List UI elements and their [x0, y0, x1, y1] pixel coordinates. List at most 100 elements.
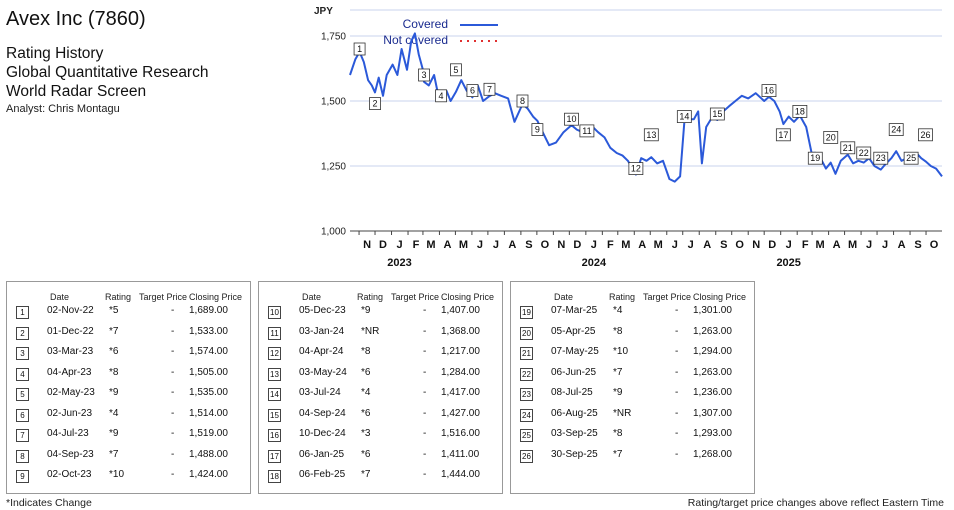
row-number: 16 [268, 429, 281, 442]
row-target-price: - [675, 366, 679, 378]
legend-covered-label: Covered [403, 17, 448, 31]
row-number: 2 [16, 326, 29, 340]
rating-change-marker-label: 15 [712, 109, 722, 119]
x-tick-label: S [914, 239, 921, 251]
row-number: 26 [520, 449, 533, 463]
x-tick-label: A [638, 239, 646, 251]
table-row: 15 04-Sep-24 *6 - 1,427.00 [259, 408, 504, 424]
x-tick-label: O [735, 239, 744, 251]
footnote-eastern-time: Rating/target price changes above reflec… [687, 497, 944, 509]
rating-change-marker-label: 12 [631, 164, 641, 174]
row-number: 5 [16, 388, 29, 401]
row-rating: *3 [361, 428, 371, 439]
row-closing-price: 1,488.00 [189, 448, 228, 460]
x-tick-label: N [752, 239, 760, 251]
row-closing-price: 1,263.00 [693, 325, 732, 337]
table-row: 26 30-Sep-25 *7 - 1,268.00 [511, 449, 756, 465]
table-row: 13 03-May-24 *6 - 1,284.00 [259, 367, 504, 383]
x-tick-label: S [720, 239, 727, 251]
table-row: 1 02-Nov-22 *5 - 1,689.00 [7, 305, 252, 321]
x-tick-label: J [672, 239, 678, 251]
table-header-close: Closing Price [693, 292, 747, 302]
table-row: 24 06-Aug-25 *NR - 1,307.00 [511, 408, 756, 424]
row-rating: *6 [361, 366, 371, 378]
row-date: 03-Mar-23 [47, 346, 94, 357]
rating-change-marker [466, 84, 479, 97]
row-number: 11 [268, 326, 281, 340]
rating-change-marker-label: 16 [764, 86, 774, 96]
x-tick-label: J [493, 239, 499, 251]
rating-change-marker [775, 128, 791, 142]
price-line-covered [349, 32, 943, 183]
table-header-date: Date [554, 292, 574, 302]
row-date: 04-Sep-24 [299, 407, 346, 419]
row-rating: *8 [109, 366, 119, 378]
row-closing-price: 1,263.00 [693, 366, 732, 378]
row-rating: *9 [613, 387, 623, 398]
x-tick-label: J [882, 239, 888, 251]
row-closing-price: 1,293.00 [693, 428, 732, 439]
row-number: 22 [520, 367, 533, 381]
row-number: 4 [16, 367, 29, 381]
row-target-price: - [171, 325, 175, 337]
row-number: 3 [16, 347, 29, 360]
row-rating: *7 [109, 325, 119, 337]
row-date: 03-May-24 [299, 366, 347, 378]
row-number: 12 [268, 347, 281, 360]
rating-change-marker-label: 8 [520, 96, 525, 106]
rating-change-marker-label: 1 [357, 44, 362, 54]
row-rating: *9 [109, 387, 119, 398]
row-date: 10-Dec-24 [299, 428, 346, 439]
rating-change-marker [761, 84, 777, 97]
rating-change-marker-label: 9 [535, 125, 540, 135]
row-rating: *7 [613, 448, 623, 460]
rating-change-marker-label: 7 [487, 84, 492, 94]
row-closing-price: 1,535.00 [189, 387, 228, 398]
table-row: 17 06-Jan-25 *6 - 1,411.00 [259, 449, 504, 465]
row-number: 25 [520, 429, 533, 442]
table-row: 2 01-Dec-22 *7 - 1,533.00 [7, 326, 252, 342]
row-target-price: - [171, 366, 175, 378]
rating-change-marker [483, 82, 496, 96]
row-target-price: - [171, 346, 175, 357]
row-date: 02-Nov-22 [47, 305, 94, 316]
row-target-price: - [675, 407, 679, 419]
x-tick-label: O [541, 239, 550, 251]
rating-change-marker [840, 141, 856, 155]
title-block: Avex Inc (7860) Rating History Global Qu… [6, 8, 208, 115]
row-rating: *NR [613, 407, 632, 419]
table-header-target: Target Price [391, 292, 440, 302]
row-target-price: - [171, 387, 175, 398]
rating-change-marker-label: 23 [876, 153, 886, 163]
table-row: 25 03-Sep-25 *8 - 1,293.00 [511, 428, 756, 444]
row-closing-price: 1,424.00 [189, 469, 228, 480]
row-target-price: - [171, 469, 175, 480]
x-tick-label: F [802, 239, 809, 251]
year-label: 2023 [387, 257, 411, 269]
table-row: 23 08-Jul-25 *9 - 1,236.00 [511, 387, 756, 403]
row-closing-price: 1,407.00 [441, 305, 480, 316]
row-rating: *6 [361, 407, 371, 419]
rating-change-marker [418, 68, 430, 82]
row-rating: *6 [361, 448, 371, 460]
row-date: 06-Jan-25 [299, 448, 345, 460]
row-closing-price: 1,533.00 [189, 325, 228, 337]
x-tick-label: A [443, 239, 451, 251]
x-tick-label: J [866, 239, 872, 251]
year-label: 2024 [582, 257, 607, 269]
x-tick-label: M [426, 239, 435, 251]
rating-table-1: Date Rating Target Price Closing Price 1 02-N… [6, 281, 251, 494]
row-date: 07-Mar-25 [551, 305, 598, 316]
x-tick-label: J [786, 239, 792, 251]
row-number: 14 [268, 388, 281, 401]
row-number: 9 [16, 470, 29, 483]
row-target-price: - [423, 448, 427, 460]
rating-change-marker-label: 22 [859, 148, 869, 158]
table-row: 3 03-Mar-23 *6 - 1,574.00 [7, 346, 252, 362]
row-target-price: - [423, 407, 427, 419]
row-target-price: - [423, 305, 427, 316]
row-target-price: - [675, 448, 679, 460]
table-row: 20 05-Apr-25 *8 - 1,263.00 [511, 326, 756, 342]
row-rating: *9 [109, 428, 119, 439]
row-date: 03-Jul-24 [299, 387, 341, 398]
